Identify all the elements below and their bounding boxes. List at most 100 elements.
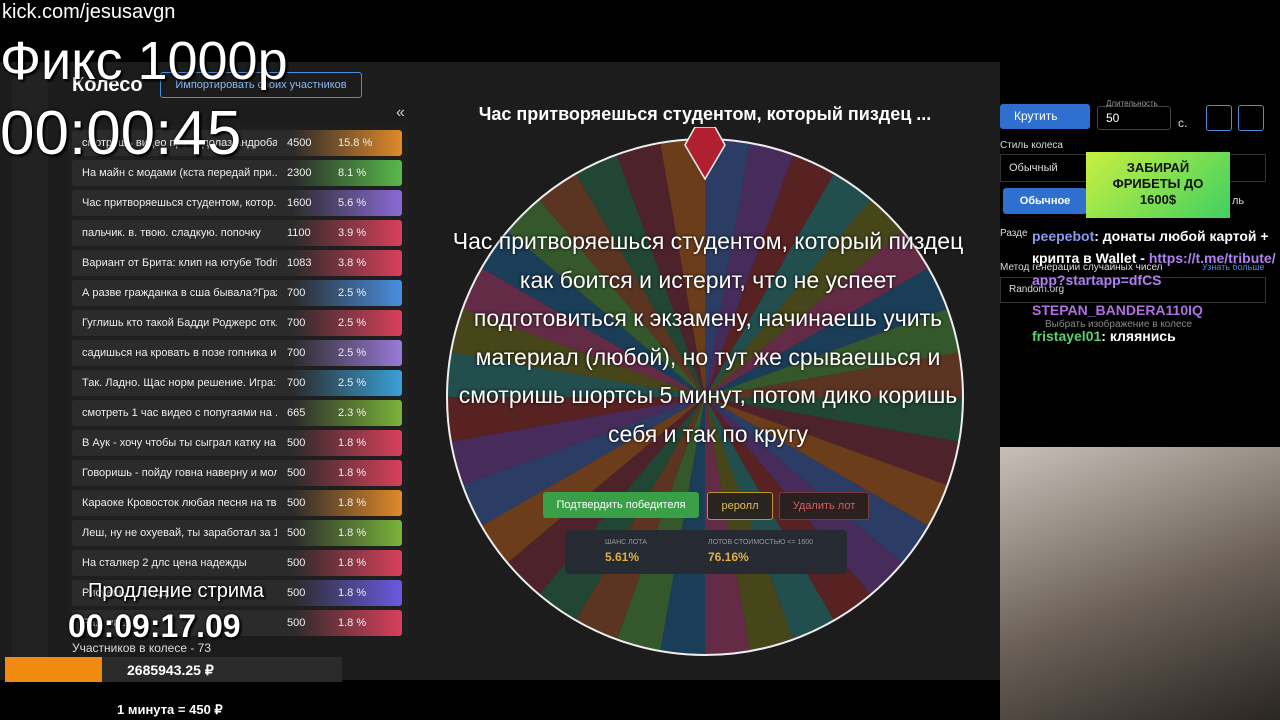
duration-label: Длительность <box>1106 99 1158 108</box>
method-select[interactable]: Random.org <box>1000 277 1266 303</box>
duration-unit: с. <box>1178 116 1188 130</box>
lot-row: Ра... на ... 500 1.8 % <box>72 610 402 636</box>
wheel-segment <box>616 142 705 397</box>
learn-more[interactable]: Узнать больше <box>1202 262 1265 272</box>
cost-value: 76.16% <box>708 550 749 564</box>
lot-row: Леш, ну не охуевай, ты заработал за 10..… <box>72 520 402 546</box>
lot-accent <box>292 340 402 366</box>
lot-percent: 1.8 % <box>338 497 367 509</box>
delete-button[interactable]: Удалить лот <box>779 492 869 520</box>
lot-row: Говоришь - пойду говна наверну и мол... 5… <box>72 460 402 486</box>
chat-link[interactable]: https://t.me/tribute/app?startapp=dfCS <box>1032 250 1276 288</box>
reroll-button[interactable]: реролл <box>707 492 773 520</box>
wheel-segment <box>705 397 948 526</box>
lot-percent: 3.8 % <box>338 257 367 269</box>
lot-row: Рисуешь ... подд... 500 1.8 % <box>72 580 402 606</box>
lot-accent <box>292 430 402 456</box>
lot-amount: 1600 <box>287 197 312 209</box>
lot-amount: 700 <box>287 347 306 359</box>
wheel-segment <box>450 308 705 397</box>
chance-label: ШАНС ЛОТА <box>605 539 647 546</box>
lot-name: садишься на кровать в позе гопника и ... <box>82 347 277 359</box>
duration-input[interactable]: 50 <box>1097 106 1171 130</box>
wheel-segment <box>450 397 705 486</box>
sidebar <box>12 70 48 670</box>
lot-amount: 2300 <box>287 167 312 179</box>
wheel-segment <box>576 397 705 640</box>
lot-accent <box>292 610 402 636</box>
lot-row: смотришь видео про водолаз андроба 4500 15… <box>72 130 402 156</box>
dice-button[interactable] <box>1206 105 1232 131</box>
method-label: Метод генерации случайных чисел <box>1000 262 1163 273</box>
wheel-segment <box>705 397 750 655</box>
webcam <box>1000 447 1280 720</box>
wheel-segment <box>539 173 705 397</box>
wheel-segment <box>576 154 705 397</box>
lot-name: смотреть 1 час видео с попугаями на ... <box>82 407 277 419</box>
lot-amount: 1083 <box>287 257 312 269</box>
fix-price: Фикс 1000р <box>0 31 288 91</box>
lot-name: Час притворяешься студентом, котор... <box>82 197 277 209</box>
progress-fill <box>5 657 102 682</box>
lot-amount: 500 <box>287 587 306 599</box>
lot-amount: 700 <box>287 317 306 329</box>
wheel-segment <box>447 352 705 397</box>
style-tab-2[interactable]: ль <box>1232 195 1245 207</box>
wheel-segment <box>481 397 705 563</box>
lot-percent: 3.9 % <box>338 227 367 239</box>
lot-row: А разве гражданка в сша бывала?Граж... 70… <box>72 280 402 306</box>
lot-name: пальчик. в. твою. сладкую. попочку <box>82 227 261 239</box>
lot-amount: 500 <box>287 557 306 569</box>
lot-accent <box>292 370 402 396</box>
style-tab[interactable]: Обычное <box>1003 188 1087 214</box>
spin-button[interactable]: Крутить <box>1000 104 1090 129</box>
wheel-segment <box>705 397 929 563</box>
chat-user: fristayel01 <box>1032 328 1102 344</box>
lot-name: Вариант от Брита: клип на ютубе Todri... <box>82 257 277 269</box>
confirm-button[interactable]: Подтвердить победителя <box>543 492 699 518</box>
lot-amount: 700 <box>287 287 306 299</box>
panel-title: Колесо <box>72 74 143 96</box>
timer: 00:00:45 <box>0 99 242 168</box>
lot-amount: 500 <box>287 437 306 449</box>
extension-label: Продление стрима <box>88 580 264 602</box>
lot-name: Ра... на ... <box>82 617 132 629</box>
lot-amount: 500 <box>287 617 306 629</box>
lot-accent <box>292 460 402 486</box>
wheel-segment <box>462 397 705 526</box>
lot-accent <box>292 280 402 306</box>
chat-user: peepebot <box>1032 228 1095 244</box>
collapse-button[interactable]: « <box>396 104 405 121</box>
lot-name: А разве гражданка в сша бывала?Граж... <box>82 287 277 299</box>
lot-accent <box>292 130 402 156</box>
lot-name: На сталкер 2 длс цена надежды <box>82 557 247 569</box>
url: kick.com/jesusavgn <box>2 1 176 23</box>
music-button[interactable] <box>1238 105 1264 131</box>
lot-percent: 1.8 % <box>338 527 367 539</box>
wheel-segment <box>447 397 705 442</box>
ad-banner: ЗАБИРАЙ ФРИБЕТЫ ДО 1600$ <box>1086 152 1230 218</box>
chat-user: STEPAN_BANDERA110IQ <box>1032 302 1203 318</box>
import-button[interactable]: Импортировать своих участников <box>160 72 362 98</box>
cost-label: ЛОТОВ СТОИМОСТЬЮ <= 1600 <box>708 539 813 546</box>
wheel-segment <box>705 352 963 397</box>
participants-count: Участников в колесе - 73 <box>72 641 212 655</box>
wheel-segment <box>705 139 750 397</box>
lot-percent: 2.5 % <box>338 317 367 329</box>
lot-accent <box>292 490 402 516</box>
progress-bar <box>5 657 342 682</box>
lot-row: смотреть 1 час видео с попугаями на ... 6… <box>72 400 402 426</box>
lot-row: На сталкер 2 длс цена надежды 500 1.8 % <box>72 550 402 576</box>
lot-amount: 1100 <box>287 227 311 239</box>
lot-accent <box>292 550 402 576</box>
wheel-segment <box>660 397 705 655</box>
lot-row: пальчик. в. твою. сладкую. попочку 1100 3.… <box>72 220 402 246</box>
chat-message: fristayel01: кляянись <box>1032 325 1280 347</box>
spin-label: Крутить <box>1014 109 1058 123</box>
lot-row: На майн с модами (кста передай при... 230… <box>72 160 402 186</box>
lot-accent <box>292 310 402 336</box>
chat-text: : донаты любой картой + крипта в Wallet … <box>1032 228 1269 266</box>
lot-percent: 5.6 % <box>338 197 367 209</box>
wheel-segment <box>705 397 794 652</box>
wheel-segment <box>462 268 705 397</box>
